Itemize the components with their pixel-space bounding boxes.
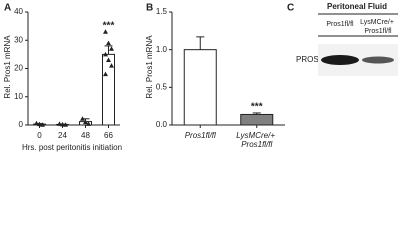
y-tick-label: 1.5 [156, 7, 168, 16]
panel-label: B [146, 3, 153, 14]
x-tick-label: 0 [37, 131, 42, 140]
data-point [106, 57, 111, 63]
y-axis-label: Rel. Pros1 mRNA [145, 35, 154, 99]
data-point [103, 51, 108, 57]
x-tick-label: 66 [104, 131, 113, 140]
lane-label: Pros1fl/fl [326, 21, 354, 28]
data-point [80, 116, 85, 121]
x-tick-label: 24 [58, 131, 67, 140]
data-point [34, 120, 39, 126]
data-point [40, 122, 45, 127]
data-point [106, 40, 111, 46]
x-tick-label: Pros1fl/fl [185, 131, 216, 140]
panel-label: C [287, 3, 294, 14]
y-tick-label: 0.5 [156, 82, 168, 91]
data-point [109, 46, 114, 51]
data-point [57, 121, 62, 126]
y-tick-label: 10 [14, 92, 23, 101]
data-point [86, 121, 91, 126]
annotation: *** [103, 20, 115, 31]
data-point [63, 122, 68, 127]
y-tick-label: 1.0 [156, 45, 168, 54]
blot-band [362, 56, 394, 64]
blot-band [321, 55, 359, 65]
annotation: *** [251, 102, 263, 113]
x-tick-label: 48 [81, 131, 90, 140]
data-point [109, 63, 114, 68]
data-point [103, 71, 108, 77]
figure: A B C Rel. Pros1 mRNA Rel. Pros1 mRNA Hr… [3, 2, 398, 152]
data-point [37, 121, 42, 127]
x-axis-label: Hrs. post peritonitis initiation [22, 143, 122, 152]
x-tick-label: LysMCre/+ Pros1fl/fl [236, 131, 277, 149]
bar [102, 53, 115, 126]
y-tick-label: 30 [14, 35, 23, 44]
y-tick-label: 20 [14, 64, 23, 73]
blot-title: Peritoneal Fluid [327, 2, 387, 11]
panel-label: A [4, 3, 11, 14]
data-point [60, 121, 65, 127]
data-point [83, 119, 88, 125]
y-axis-label: Rel. Pros1 mRNA [3, 35, 12, 99]
y-tick-label: 0 [19, 120, 24, 129]
data-point [103, 29, 108, 34]
bar [240, 113, 274, 126]
lane-label: LysMCre/+ Pros1fl/fl [360, 19, 396, 35]
row-label: PROS1 [296, 55, 324, 64]
y-tick-label: 0.0 [156, 120, 168, 129]
bar [183, 49, 217, 126]
y-tick-label: 40 [14, 7, 23, 16]
